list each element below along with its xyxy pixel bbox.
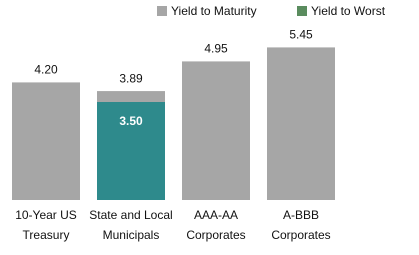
- x-tick-label: Treasury: [23, 228, 70, 242]
- bar: [182, 61, 250, 201]
- value-label: 4.20: [34, 63, 58, 77]
- x-tick-label: A-BBB: [283, 208, 319, 222]
- legend-swatch: [297, 6, 307, 16]
- bar: [267, 47, 335, 201]
- value-label: 3.89: [119, 71, 143, 85]
- x-tick-label: Corporates: [271, 228, 330, 242]
- value-label: 4.95: [204, 42, 228, 56]
- value-label: 5.45: [289, 28, 313, 42]
- legend-label: Yield to Maturity: [171, 4, 257, 18]
- legend-label: Yield to Worst: [311, 4, 386, 18]
- bar: [12, 82, 80, 200]
- x-tick-label: Municipals: [103, 228, 160, 242]
- x-tick-label: 10-Year US: [15, 208, 77, 222]
- x-tick-label: Corporates: [186, 228, 245, 242]
- value-label: 3.50: [119, 114, 143, 128]
- x-tick-label: AAA-AA: [194, 208, 238, 222]
- bar: [97, 102, 165, 200]
- legend-swatch: [157, 6, 167, 16]
- x-tick-label: State and Local: [89, 208, 172, 222]
